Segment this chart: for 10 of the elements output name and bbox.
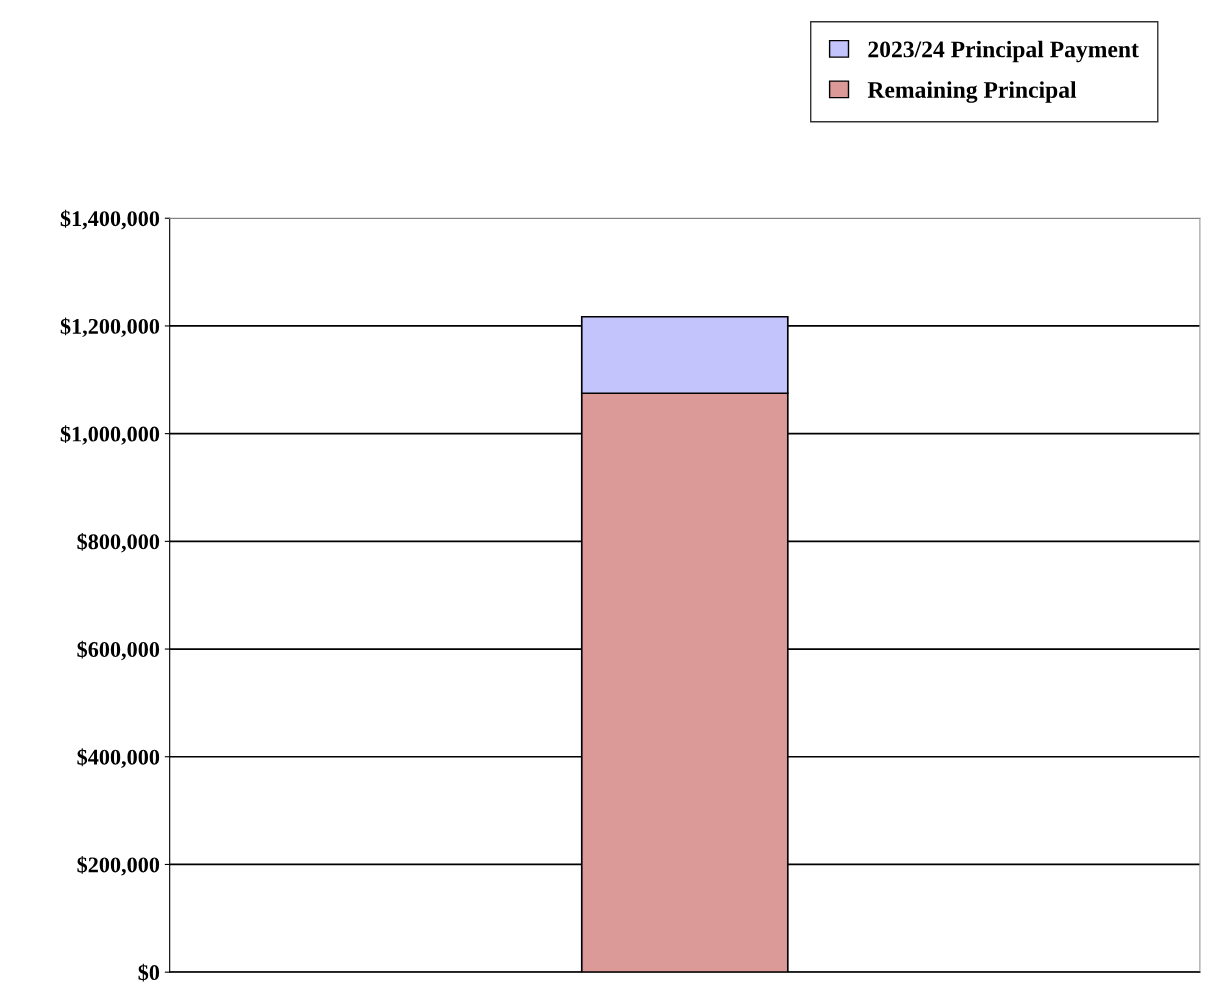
- y-tick-label: $1,000,000: [60, 425, 160, 445]
- y-tick-label: $0: [138, 963, 160, 982]
- y-tick-label: $600,000: [77, 640, 160, 661]
- y-tick-label: $400,000: [77, 748, 160, 768]
- legend-label: Remaining Principal: [867, 81, 1077, 103]
- y-tick-label: $1,200,000: [60, 317, 160, 338]
- y-tick-label: $200,000: [77, 856, 160, 876]
- legend-label: 2023/24 Principal Payment: [868, 40, 1139, 63]
- y-tick-label: $1,400,000: [60, 209, 160, 230]
- y-tick-label: $800,000: [77, 532, 160, 553]
